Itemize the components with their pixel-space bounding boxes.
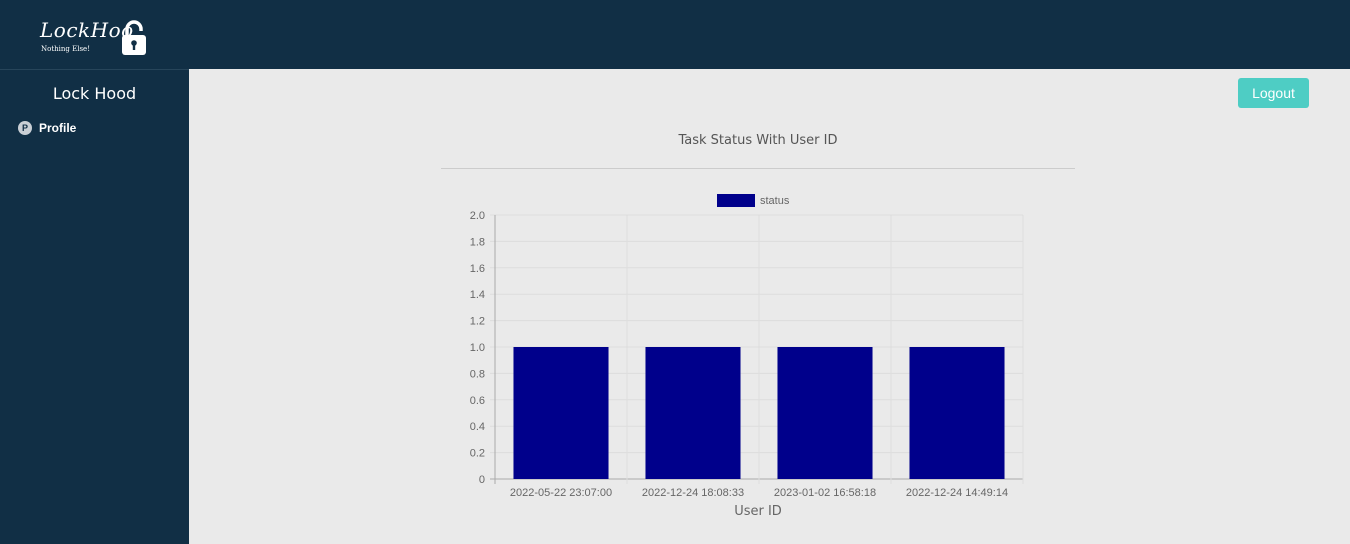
profile-badge-icon: P [18,121,32,135]
logo-text: LockHoo [40,18,134,42]
logo-tagline: Nothing Else! [41,45,91,53]
bar[interactable] [909,347,1005,479]
sidebar-item-label: Profile [39,121,77,135]
x-tick-label: 2022-12-24 14:49:14 [906,487,1008,499]
bar[interactable] [645,347,741,479]
y-tick-label: 0.8 [470,368,485,380]
padlock-icon [122,20,146,55]
sidebar: Lock Hood P Profile [0,69,189,544]
bar-chart: status 0 0.2 0.4 0.6 0.8 1.0 1.2 1.4 1.6 1.8 2.0 2… [470,194,1024,519]
x-axis-label: User ID [734,504,782,519]
y-tick-label: 1.2 [470,316,485,328]
y-tick-label: 2.0 [470,210,485,222]
y-tick-label: 0.4 [470,421,485,433]
x-tick-label: 2022-12-24 18:08:33 [642,487,744,499]
legend-label: status [760,195,790,207]
x-tick-label: 2023-01-02 16:58:18 [774,487,876,499]
y-tick-label: 1.8 [470,236,485,248]
y-tick-label: 1.4 [470,289,485,301]
y-tick-label: 0.6 [470,395,485,407]
chart-title: Task Status With User ID [678,133,838,148]
bar[interactable] [777,347,873,479]
brand-logo[interactable]: LockHoo Nothing Else! [40,18,160,60]
x-tick-label: 2022-05-22 23:07:00 [510,487,612,499]
y-tick-label: 0 [479,474,485,486]
y-tick-label: 0.2 [470,448,485,460]
legend-swatch [717,194,755,207]
y-tick-label: 1.0 [470,342,485,354]
sidebar-title: Lock Hood [52,84,137,103]
bar[interactable] [513,347,609,479]
top-navbar: LockHoo Nothing Else! [0,0,1350,69]
logout-button[interactable]: Logout [1238,78,1309,108]
sidebar-item-profile[interactable]: P Profile [18,120,76,136]
y-tick-label: 1.6 [470,263,485,275]
divider [441,168,1075,169]
